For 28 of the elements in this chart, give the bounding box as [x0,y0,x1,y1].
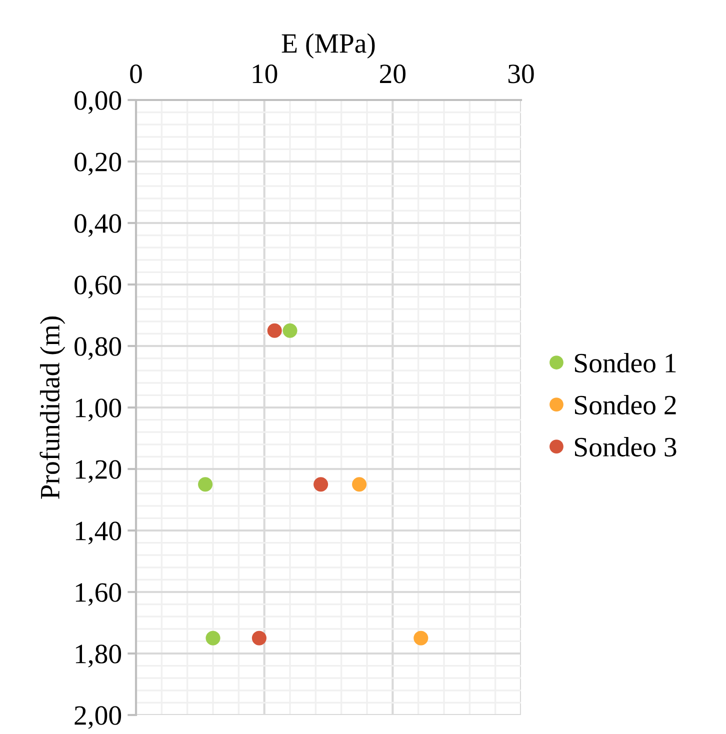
point [352,477,367,492]
point [314,477,328,492]
y-axis-title: Profundidad (m) [40,316,66,499]
point [267,323,282,338]
y-tick-label: 1,00 [76,398,122,422]
y-tick-label: 1,20 [76,460,122,483]
y-tick-label: 1,60 [76,583,122,606]
y-tick-label: 1,80 [76,644,122,668]
y-tick-label: 0,60 [74,276,122,298]
x-tick-label: 30 [508,64,534,84]
y-tick-label: 0,00 [74,91,122,114]
legend-label: Sondeo 1 [575,352,676,373]
point [206,630,220,646]
point [282,323,298,338]
legend-label: Sondeo 3 [575,437,676,457]
x-axis-title: E (MPa) [282,33,375,59]
point [198,477,213,492]
point [252,630,266,646]
y-tick-label: 0,20 [74,152,122,176]
y-tick-label: 0,40 [74,214,122,237]
y-tick-label: 0,80 [74,337,122,360]
x-tick-label: 0 [130,64,142,84]
x-tick-label: 20 [380,64,406,84]
point [414,630,428,646]
legend-label: Sondeo 2 [575,394,676,415]
y-tick-label: 1,40 [76,522,122,544]
y-tick-label: 2,00 [74,706,122,729]
x-tick-label: 10 [252,64,278,84]
